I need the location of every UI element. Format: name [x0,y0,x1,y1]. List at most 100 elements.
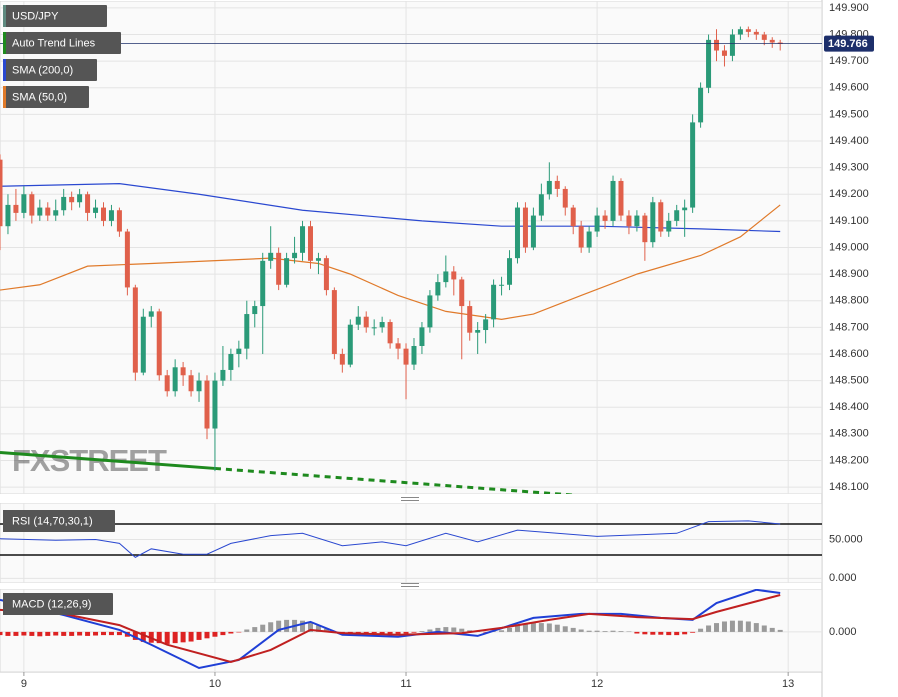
candle-body [29,194,35,216]
histogram-bar [745,621,751,632]
y-tick-label: 148.900 [829,268,869,280]
candle-body [491,284,497,320]
candle-body [268,252,274,261]
legend-chip [3,32,6,54]
candle-body [546,180,552,195]
x-tick-label: 9 [21,678,27,690]
candle-body [212,380,218,429]
candle-body [427,295,433,328]
histogram-bar [769,627,775,632]
histogram-bar [594,630,600,632]
candle-body [347,324,353,365]
histogram-bar [618,631,624,632]
histogram-bar [706,625,712,632]
histogram-bar [602,631,608,632]
candle-body [21,194,27,213]
y-tick-label: 148.800 [829,295,869,307]
histogram-bar [443,627,449,632]
candle-body [467,306,473,333]
histogram-bar [156,631,162,644]
histogram-bar [140,631,146,642]
candle-body [132,287,138,373]
candle-body [769,39,775,43]
y-tick-label: 148.400 [829,401,869,413]
y-tick-label: 149.600 [829,82,869,94]
y-tick-label: 149.200 [829,188,869,200]
histogram-bar [674,631,680,636]
y-tick-label: 149.000 [829,241,869,253]
legend-chip [3,86,6,108]
candle-body [69,196,75,203]
x-tick-label: 10 [209,678,221,690]
histogram-bar [538,623,544,632]
candle-body [116,210,122,232]
x-tick-label: 11 [400,678,411,690]
candle-body [77,194,83,203]
candle-body [745,29,751,32]
candle-body [610,180,616,221]
y-tick-label: 148.200 [829,454,869,466]
histogram-bar [546,623,552,632]
panel: FXSTREET [0,1,822,494]
candle-body [777,42,783,44]
candle-body [395,343,401,349]
candle-body [100,207,106,221]
x-tick-label: 12 [591,678,603,690]
macd-line [0,594,781,664]
legend-label: Auto Trend Lines [12,37,96,49]
x-tick-label: 13 [782,678,794,690]
legend-box [3,32,121,54]
candle-body [761,34,767,40]
histogram-bar [132,631,138,640]
histogram-bar [268,622,274,632]
candle-body [124,231,130,288]
candle-body [204,380,210,429]
legend-item: USD/JPY [3,5,107,27]
histogram-bar [260,624,266,632]
candle-body [674,210,680,221]
histogram-bar [714,623,720,632]
candle-body [419,327,425,346]
candle-body [37,207,43,216]
legend-box [3,59,97,81]
histogram-bar [419,631,425,632]
candle-body [292,252,298,259]
histogram-bar [698,628,704,632]
candle-body [538,194,544,216]
histogram-bar [626,631,632,633]
histogram-bar [411,631,417,633]
histogram-bar [682,631,688,635]
histogram-bar [315,625,321,632]
y-tick-label: 149.400 [829,135,869,147]
histogram-bar [5,631,11,636]
candle-body [156,311,162,376]
candle-body [188,375,194,392]
histogram-bar [116,631,122,636]
candle-body [196,380,202,392]
candle-body [5,204,11,227]
candle-body [578,226,584,248]
candle-body [562,188,568,208]
legend-label: RSI (14,70,30,1) [12,515,93,527]
histogram-bar [387,631,393,634]
histogram-bar [395,631,401,634]
candle-body [260,260,266,307]
candle-body [403,348,409,365]
legend-item: SMA (50,0) [3,86,89,108]
histogram-bar [777,629,783,632]
y-tick-label: 148.700 [829,321,869,333]
histogram-bar [244,629,250,632]
candle-body [530,215,536,248]
histogram-bar [483,631,489,633]
histogram-bar [753,623,759,632]
histogram-bar [29,631,35,636]
histogram-bar [284,619,290,632]
histogram-bar [562,626,568,632]
candle-body [85,194,91,213]
legend-label: SMA (200,0) [12,64,73,76]
legend-chip [3,593,6,615]
legend-label: USD/JPY [12,10,59,22]
candle-body [586,231,592,248]
legend-item: RSI (14,70,30,1) [3,510,115,532]
